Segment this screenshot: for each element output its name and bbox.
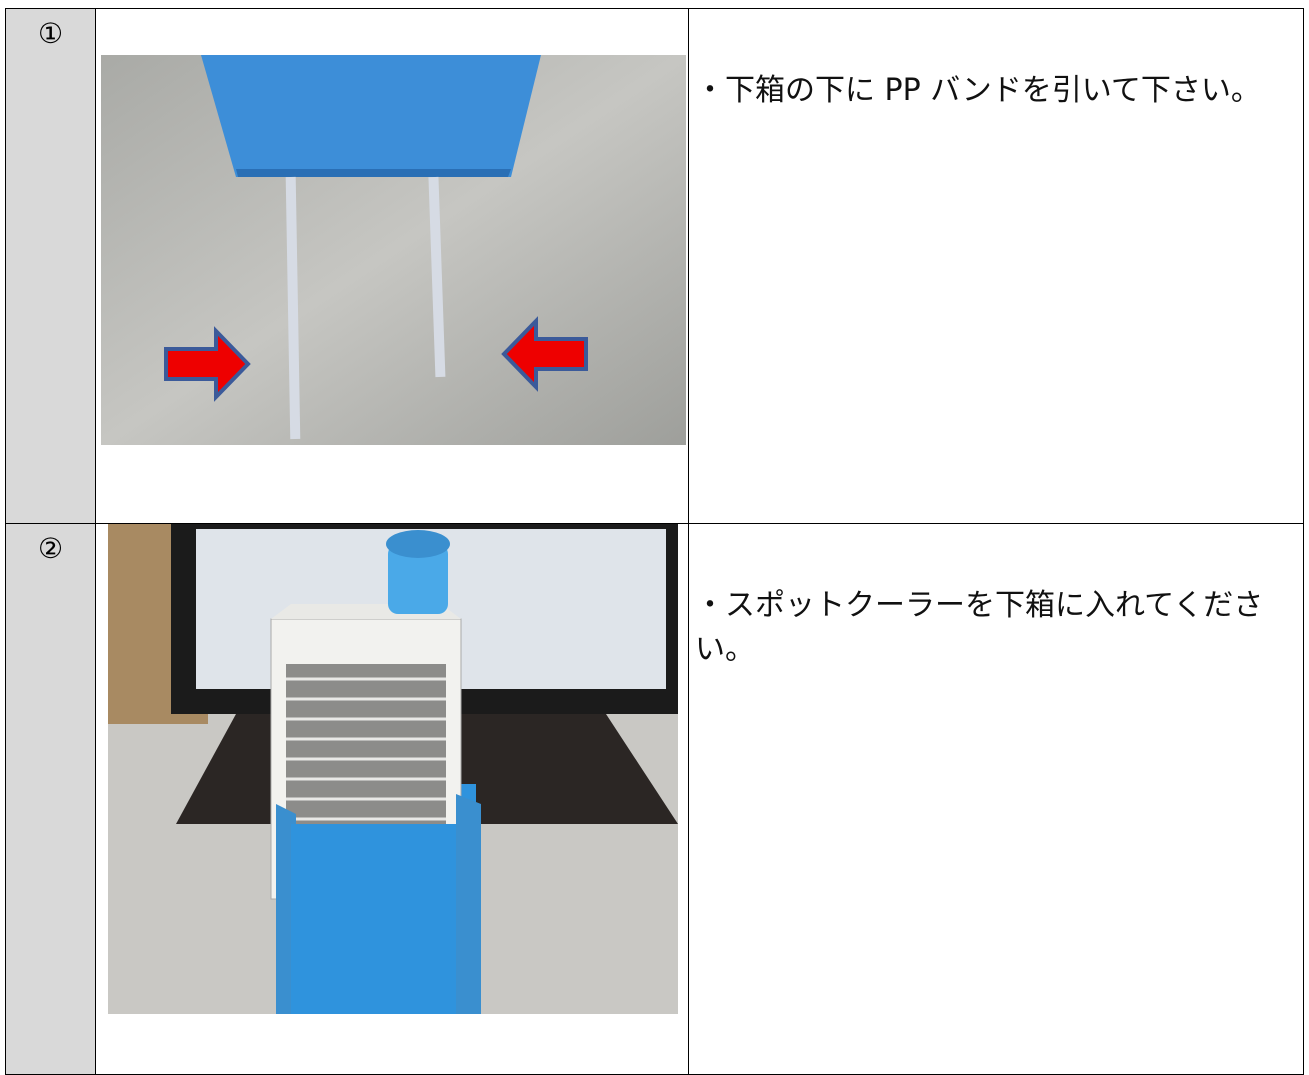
page: {"table": {"rows": [ {"number": "①", "te… [5, 8, 1304, 1075]
step-text: ・スポットクーラーを下箱に入れてください。 [688, 523, 1304, 1075]
photo-spot-cooler [108, 524, 678, 1014]
step-number: ② [5, 523, 96, 1075]
photo-pp-band [101, 55, 686, 445]
table-row: ① ・下箱の下に PP バンドを引いて下さい。 [5, 8, 1304, 524]
instruction-table: ① ・下箱の下に PP バンドを引いて下さい。 ② [5, 8, 1304, 1075]
step-text: ・下箱の下に PP バンドを引いて下さい。 [688, 8, 1304, 524]
photo-cell [95, 8, 689, 524]
table-row: ② [5, 523, 1304, 1075]
photo-cell [95, 523, 689, 1075]
step-number: ① [5, 8, 96, 524]
